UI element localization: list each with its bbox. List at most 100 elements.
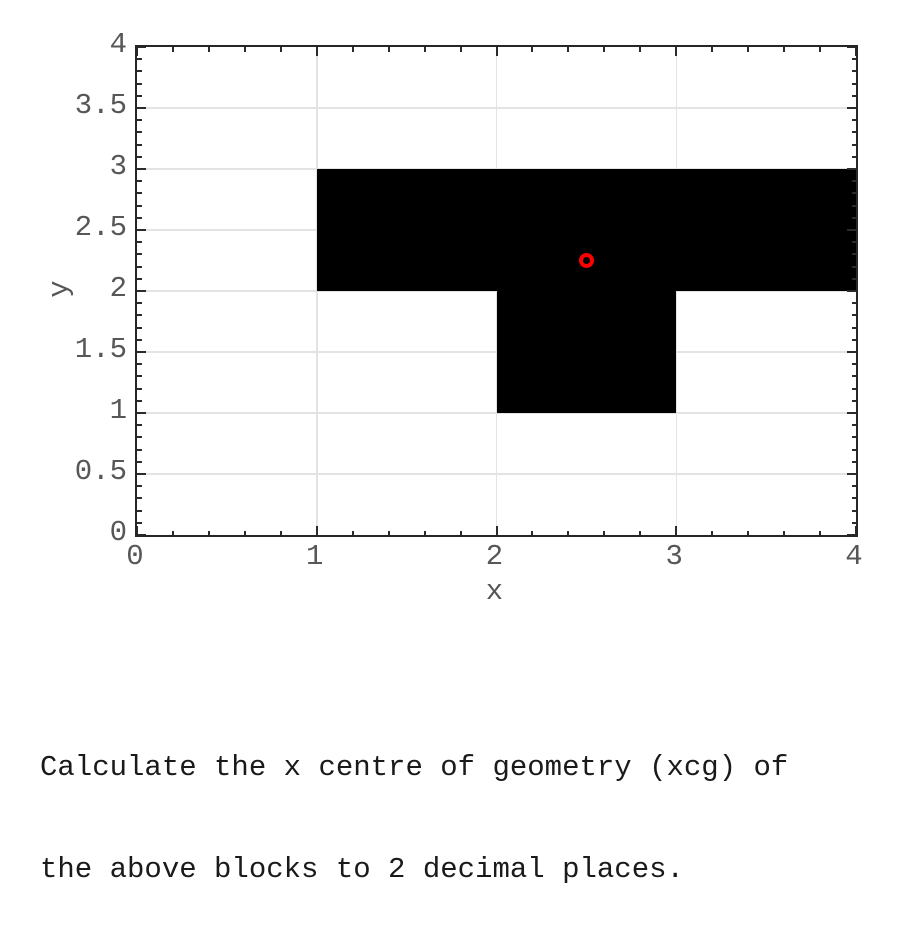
y-tick-label: 0: [109, 516, 127, 549]
tick-mark: [603, 47, 606, 52]
tick-mark: [851, 326, 856, 329]
x-tick-label: 2: [485, 540, 504, 573]
y-tick-label: 0.5: [74, 455, 127, 488]
tick-mark: [851, 216, 856, 219]
tick-mark: [351, 47, 354, 52]
tick-mark: [351, 530, 354, 535]
tick-mark: [137, 509, 142, 512]
tick-mark: [747, 530, 750, 535]
tick-mark: [137, 131, 142, 134]
tick-mark: [851, 338, 856, 341]
tick-mark: [137, 526, 138, 535]
tick-mark: [137, 47, 138, 56]
tick-mark: [847, 229, 856, 231]
tick-mark: [851, 521, 856, 524]
tick-mark: [851, 448, 856, 451]
y-axis-label: y: [43, 280, 76, 298]
tick-mark: [137, 497, 142, 500]
tick-mark: [423, 47, 426, 52]
tick-mark: [851, 302, 856, 305]
tick-mark: [495, 526, 498, 535]
tick-mark: [137, 521, 142, 524]
tick-mark: [855, 47, 856, 56]
question-line-1: Calculate the x centre of geometry (xcg)…: [40, 751, 789, 784]
tick-mark: [783, 530, 786, 535]
tick-mark: [137, 229, 146, 231]
tick-mark: [711, 530, 714, 535]
tick-mark: [315, 526, 318, 535]
tick-mark: [851, 241, 856, 244]
tick-mark: [847, 534, 856, 535]
x-tick-label: 4: [845, 540, 863, 573]
tick-mark: [851, 314, 856, 317]
tick-mark: [171, 530, 174, 535]
tick-mark: [423, 530, 426, 535]
tick-mark: [531, 47, 534, 52]
centroid-marker: [578, 253, 594, 268]
plot-area: [135, 45, 858, 537]
tick-mark: [675, 526, 678, 535]
tick-mark: [137, 94, 142, 97]
tick-mark: [603, 530, 606, 535]
tick-mark: [137, 387, 142, 390]
x-tick-label: 0: [126, 540, 144, 573]
tick-mark: [567, 530, 570, 535]
tick-mark: [137, 204, 142, 207]
tick-mark: [847, 351, 856, 353]
tick-mark: [137, 473, 146, 475]
black-block: [316, 169, 856, 291]
tick-mark: [847, 290, 856, 292]
tick-mark: [137, 192, 142, 195]
tick-mark: [851, 277, 856, 280]
tick-mark: [137, 351, 146, 353]
tick-mark: [851, 497, 856, 500]
tick-mark: [531, 530, 534, 535]
tick-mark: [847, 168, 856, 170]
gridline-y: [137, 473, 856, 475]
tick-mark: [387, 47, 390, 52]
tick-mark: [137, 460, 142, 463]
tick-mark: [459, 47, 462, 52]
tick-mark: [137, 58, 142, 61]
tick-mark: [855, 526, 856, 535]
tick-mark: [459, 530, 462, 535]
x-tick-label: 1: [306, 540, 324, 573]
tick-mark: [747, 47, 750, 52]
tick-mark: [851, 94, 856, 97]
tick-mark: [847, 473, 856, 475]
tick-mark: [851, 265, 856, 268]
gridline-y: [137, 412, 856, 414]
tick-mark: [137, 253, 142, 256]
tick-mark: [639, 47, 642, 52]
tick-mark: [137, 326, 142, 329]
tick-mark: [137, 265, 142, 268]
tick-mark: [851, 436, 856, 439]
tick-mark: [851, 58, 856, 61]
tick-mark: [243, 530, 246, 535]
black-block: [496, 291, 677, 413]
tick-mark: [137, 107, 146, 109]
tick-mark: [711, 47, 714, 52]
tick-mark: [851, 180, 856, 183]
tick-mark: [137, 47, 146, 48]
tick-mark: [137, 436, 142, 439]
question-line-2: the above blocks to 2 decimal places.: [40, 853, 684, 886]
y-tick-label: 1: [109, 394, 127, 427]
tick-mark: [851, 460, 856, 463]
tick-mark: [137, 277, 142, 280]
y-tick-label: 2.5: [74, 211, 127, 244]
y-tick-label: 3: [109, 150, 127, 183]
tick-mark: [137, 363, 142, 366]
tick-mark: [137, 338, 142, 341]
tick-mark: [137, 399, 142, 402]
tick-mark: [137, 412, 146, 414]
tick-mark: [851, 192, 856, 195]
tick-mark: [137, 119, 142, 122]
tick-mark: [819, 47, 822, 52]
tick-mark: [137, 375, 142, 378]
y-tick-label: 4: [109, 28, 127, 61]
tick-mark: [851, 155, 856, 158]
tick-mark: [851, 119, 856, 122]
gridline-y: [137, 107, 856, 109]
tick-mark: [137, 424, 142, 427]
